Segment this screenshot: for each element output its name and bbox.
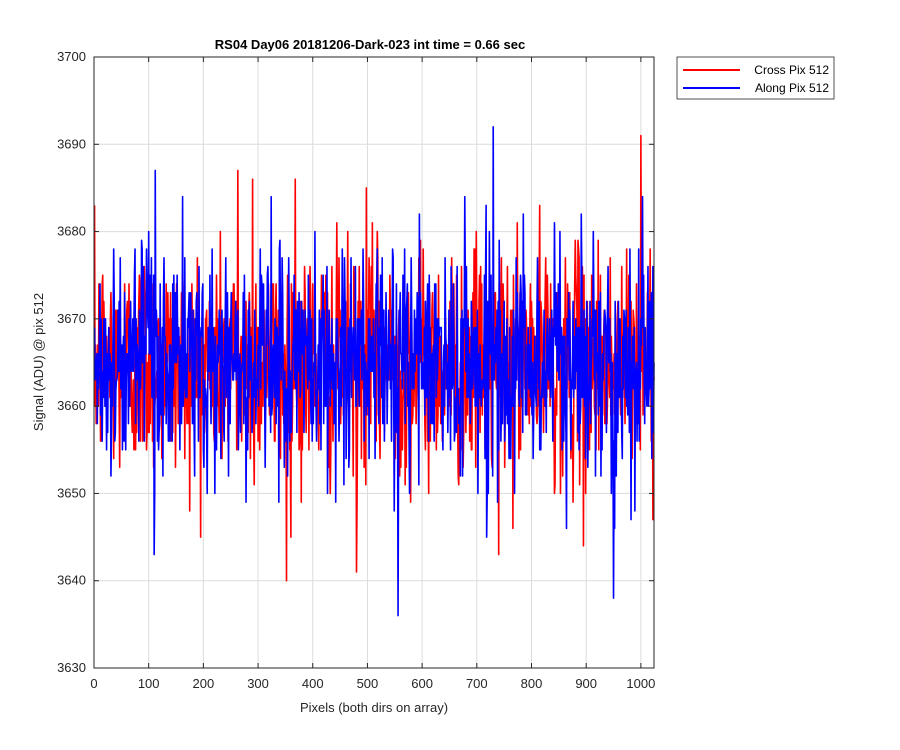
x-tick-label: 900 [575,676,597,691]
y-tick-label: 3650 [57,485,86,500]
y-axis-label: Signal (ADU) @ pix 512 [31,293,46,431]
x-tick-label: 800 [521,676,543,691]
plot-frame [93,56,655,669]
y-tick-label: 3660 [57,398,86,413]
x-tick-label: 1000 [626,676,655,691]
x-tick-label: 200 [193,676,215,691]
x-tick-label: 0 [90,676,97,691]
y-tick-label: 3680 [57,224,86,239]
legend-label-cross: Cross Pix 512 [754,63,829,77]
x-tick-label: 400 [302,676,324,691]
axis-ticks: 0 100 200 300 400 500 600 700 800 900 1000 3630 3640… [57,49,655,691]
y-tick-label: 3690 [57,136,86,151]
x-tick-label: 300 [247,676,269,691]
x-tick-label: 500 [357,676,379,691]
y-tick-label: 3670 [57,311,86,326]
y-tick-label: 3630 [57,660,86,675]
chart-title: RS04 Day06 20181206-Dark-023 int time = … [215,37,525,52]
legend-box [676,56,835,100]
series-layer [93,126,655,617]
x-tick-label: 700 [466,676,488,691]
x-tick-label: 600 [411,676,433,691]
y-tick-label: 3700 [57,49,86,64]
x-tick-label: 100 [138,676,160,691]
legend-label-along: Along Pix 512 [755,81,829,95]
x-axis-label: Pixels (both dirs on array) [300,700,448,715]
y-tick-label: 3640 [57,573,86,588]
legend: Cross Pix 512 Along Pix 512 [676,56,835,100]
series-line-1 [93,126,655,617]
